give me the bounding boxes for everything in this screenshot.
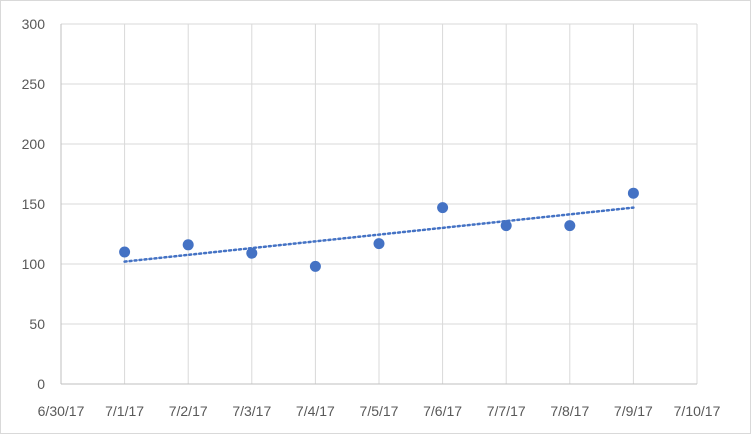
data-point xyxy=(564,220,576,232)
y-tick-label: 50 xyxy=(29,316,45,332)
y-tick-label: 150 xyxy=(22,196,46,212)
x-tick-label: 7/3/17 xyxy=(232,403,271,419)
trendline-group xyxy=(123,206,635,263)
data-point xyxy=(373,238,385,250)
data-point xyxy=(309,260,321,272)
y-tick-label: 250 xyxy=(22,76,46,92)
x-tick-label: 7/7/17 xyxy=(487,403,526,419)
tick-labels: 0 50 100 150 200 250 300 6/30/17 7/1/17 7/2/17 7/3… xyxy=(22,16,721,419)
data-point xyxy=(500,220,512,232)
axes xyxy=(60,24,697,385)
y-tick-label: 300 xyxy=(22,16,46,32)
x-tick-label: 7/5/17 xyxy=(360,403,399,419)
x-tick-label: 7/2/17 xyxy=(169,403,208,419)
x-tick-label: 7/10/17 xyxy=(674,403,721,419)
data-point xyxy=(437,202,449,214)
data-points xyxy=(119,187,639,272)
trendline xyxy=(123,206,635,263)
x-tick-label: 7/6/17 xyxy=(423,403,462,419)
y-tick-label: 0 xyxy=(37,376,45,392)
gridlines xyxy=(61,23,698,384)
x-tick-label: 6/30/17 xyxy=(38,403,85,419)
data-point xyxy=(182,239,194,251)
y-tick-label: 200 xyxy=(22,136,46,152)
data-point xyxy=(627,187,639,199)
y-tick-label: 100 xyxy=(22,256,46,272)
data-point xyxy=(119,246,131,258)
data-point xyxy=(246,247,258,259)
x-tick-label: 7/8/17 xyxy=(550,403,589,419)
x-tick-label: 7/4/17 xyxy=(296,403,335,419)
x-tick-label: 7/1/17 xyxy=(105,403,144,419)
x-tick-label: 7/9/17 xyxy=(614,403,653,419)
